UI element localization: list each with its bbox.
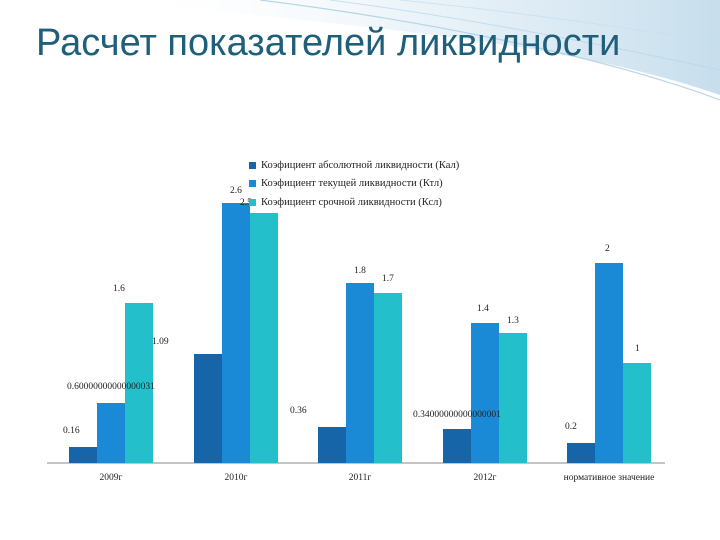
x-tick-label: 2012г xyxy=(474,473,497,483)
slide-title: Расчет показателей ликвидности xyxy=(36,22,621,64)
legend-item: Коэфициент абсолютной ликвидности (Кал) xyxy=(249,158,459,172)
category-labels-layer: 2009г 2010г 2011г 2012г нормативное значение xyxy=(100,473,655,483)
x-tick-label: 2011г xyxy=(349,473,372,483)
bar xyxy=(374,293,402,463)
data-label: 1.7 xyxy=(382,274,394,284)
data-label: 1.09 xyxy=(152,337,169,347)
bar xyxy=(318,427,346,463)
data-label: 1.8 xyxy=(354,266,366,276)
bar xyxy=(125,303,153,463)
bar xyxy=(97,403,125,463)
bars-layer xyxy=(69,203,651,463)
data-label: 1.4 xyxy=(477,304,489,314)
x-tick-label: нормативное значение xyxy=(564,473,655,483)
data-label: 0.16 xyxy=(63,426,80,436)
bar xyxy=(623,363,651,463)
bar xyxy=(194,354,222,463)
bar xyxy=(346,283,374,463)
legend-item: Коэфициент текущей ликвидности (Ктл) xyxy=(249,176,443,190)
legend-item: Коэфициент срочной ликвидности (Ксл) xyxy=(249,195,442,209)
legend-label: Коэфициент абсолютной ликвидности (Кал) xyxy=(261,159,460,171)
data-label: 1 xyxy=(635,344,640,354)
legend-label: Коэфициент срочной ликвидности (Ксл) xyxy=(261,196,442,208)
x-tick-label: 2009г xyxy=(100,473,123,483)
value-labels-layer: 0.16 1.09 0.36 0.34000000000000001 0.2 0.6000… xyxy=(63,186,640,436)
data-label: 0.36 xyxy=(290,406,307,416)
bar xyxy=(250,213,278,463)
data-label: 0.60000000000000031 xyxy=(67,382,155,392)
data-label: 2 xyxy=(605,244,610,254)
bar xyxy=(499,333,527,463)
bar xyxy=(595,263,623,463)
bar xyxy=(443,429,471,463)
bar xyxy=(471,323,499,463)
data-label: 1.6 xyxy=(113,284,125,294)
bar xyxy=(567,443,595,463)
data-label: 0.34000000000000001 xyxy=(413,410,501,420)
legend-swatch xyxy=(249,198,256,206)
data-label: 2.5 xyxy=(240,198,252,208)
legend-swatch xyxy=(249,161,256,169)
x-tick-label: 2010г xyxy=(225,473,248,483)
data-label: 1.3 xyxy=(507,316,519,326)
bar xyxy=(69,447,97,463)
data-label: 0.2 xyxy=(565,422,577,432)
data-label: 2.6 xyxy=(230,186,242,196)
legend-label: Коэфициент текущей ликвидности (Ктл) xyxy=(261,177,443,189)
bar xyxy=(222,203,250,463)
legend-swatch xyxy=(249,179,256,187)
